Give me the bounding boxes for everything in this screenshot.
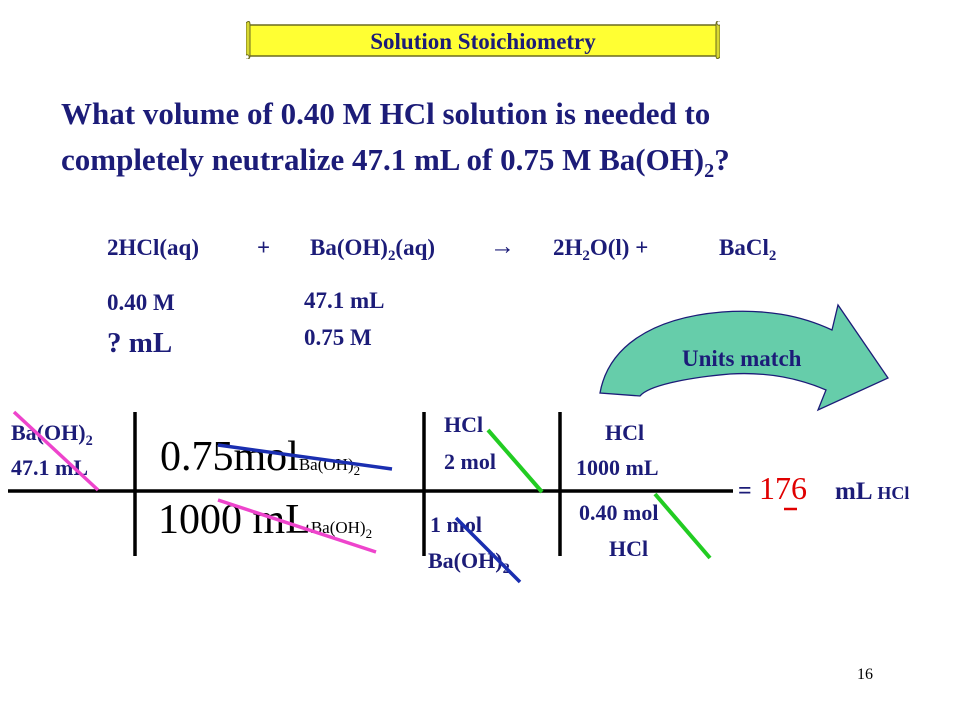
equation-hcl: 2HCl(aq) [107, 235, 199, 260]
given-base-molarity: 0.75 M [304, 325, 372, 350]
equation-plus: + [257, 235, 271, 260]
cancel-line-pink-2 [217, 498, 377, 554]
col3-top-moles: 2 mol [444, 449, 496, 474]
col2-top-moles: 0.75molBa(OH)2 [160, 434, 361, 480]
slide-title: Solution Stoichiometry [370, 29, 596, 54]
cancel-line-blue-2 [454, 516, 522, 584]
col3-top-formula: HCl [444, 412, 484, 437]
answer-unit: mL HCl [835, 478, 910, 505]
equation-arrow: → [490, 233, 515, 260]
col4-top-formula: HCl [605, 420, 645, 445]
cancel-line-blue-1 [217, 443, 393, 471]
equation-water: 2H2O(l) + [553, 235, 649, 265]
title-banner: Solution Stoichiometry [246, 21, 720, 59]
question-line-1: What volume of 0.40 M HCl solution is ne… [61, 96, 711, 131]
col4-bottom-moles: 0.40 mol [579, 500, 659, 525]
col1-top-formula: Ba(OH)2 [11, 420, 93, 449]
cancel-line-green-1 [486, 428, 544, 494]
equals-sign: = [738, 478, 752, 504]
cancel-line-green-2 [653, 492, 712, 560]
equation-baoh2: Ba(OH)2(aq) [310, 235, 436, 265]
given-hcl-molarity: 0.40 M [107, 290, 175, 315]
units-match-label: Units match [682, 346, 802, 371]
equation-bacl2: BaCl2 [719, 235, 777, 265]
col4-bottom-formula: HCl [609, 536, 649, 561]
col2-bottom-volume: 1000 mLBa(OH)2 [158, 497, 373, 543]
banner-scroll-ends [246, 21, 720, 59]
question-line-2: completely neutralize 47.1 mL of 0.75 M … [61, 142, 730, 183]
cancel-line-pink-1 [12, 410, 100, 492]
page-number: 16 [857, 666, 873, 683]
answer-value: 176 [759, 470, 807, 506]
given-base-volume: 47.1 mL [304, 288, 385, 313]
given-hcl-volume: ? mL [107, 327, 173, 359]
col4-top-volume: 1000 mL [576, 455, 659, 480]
